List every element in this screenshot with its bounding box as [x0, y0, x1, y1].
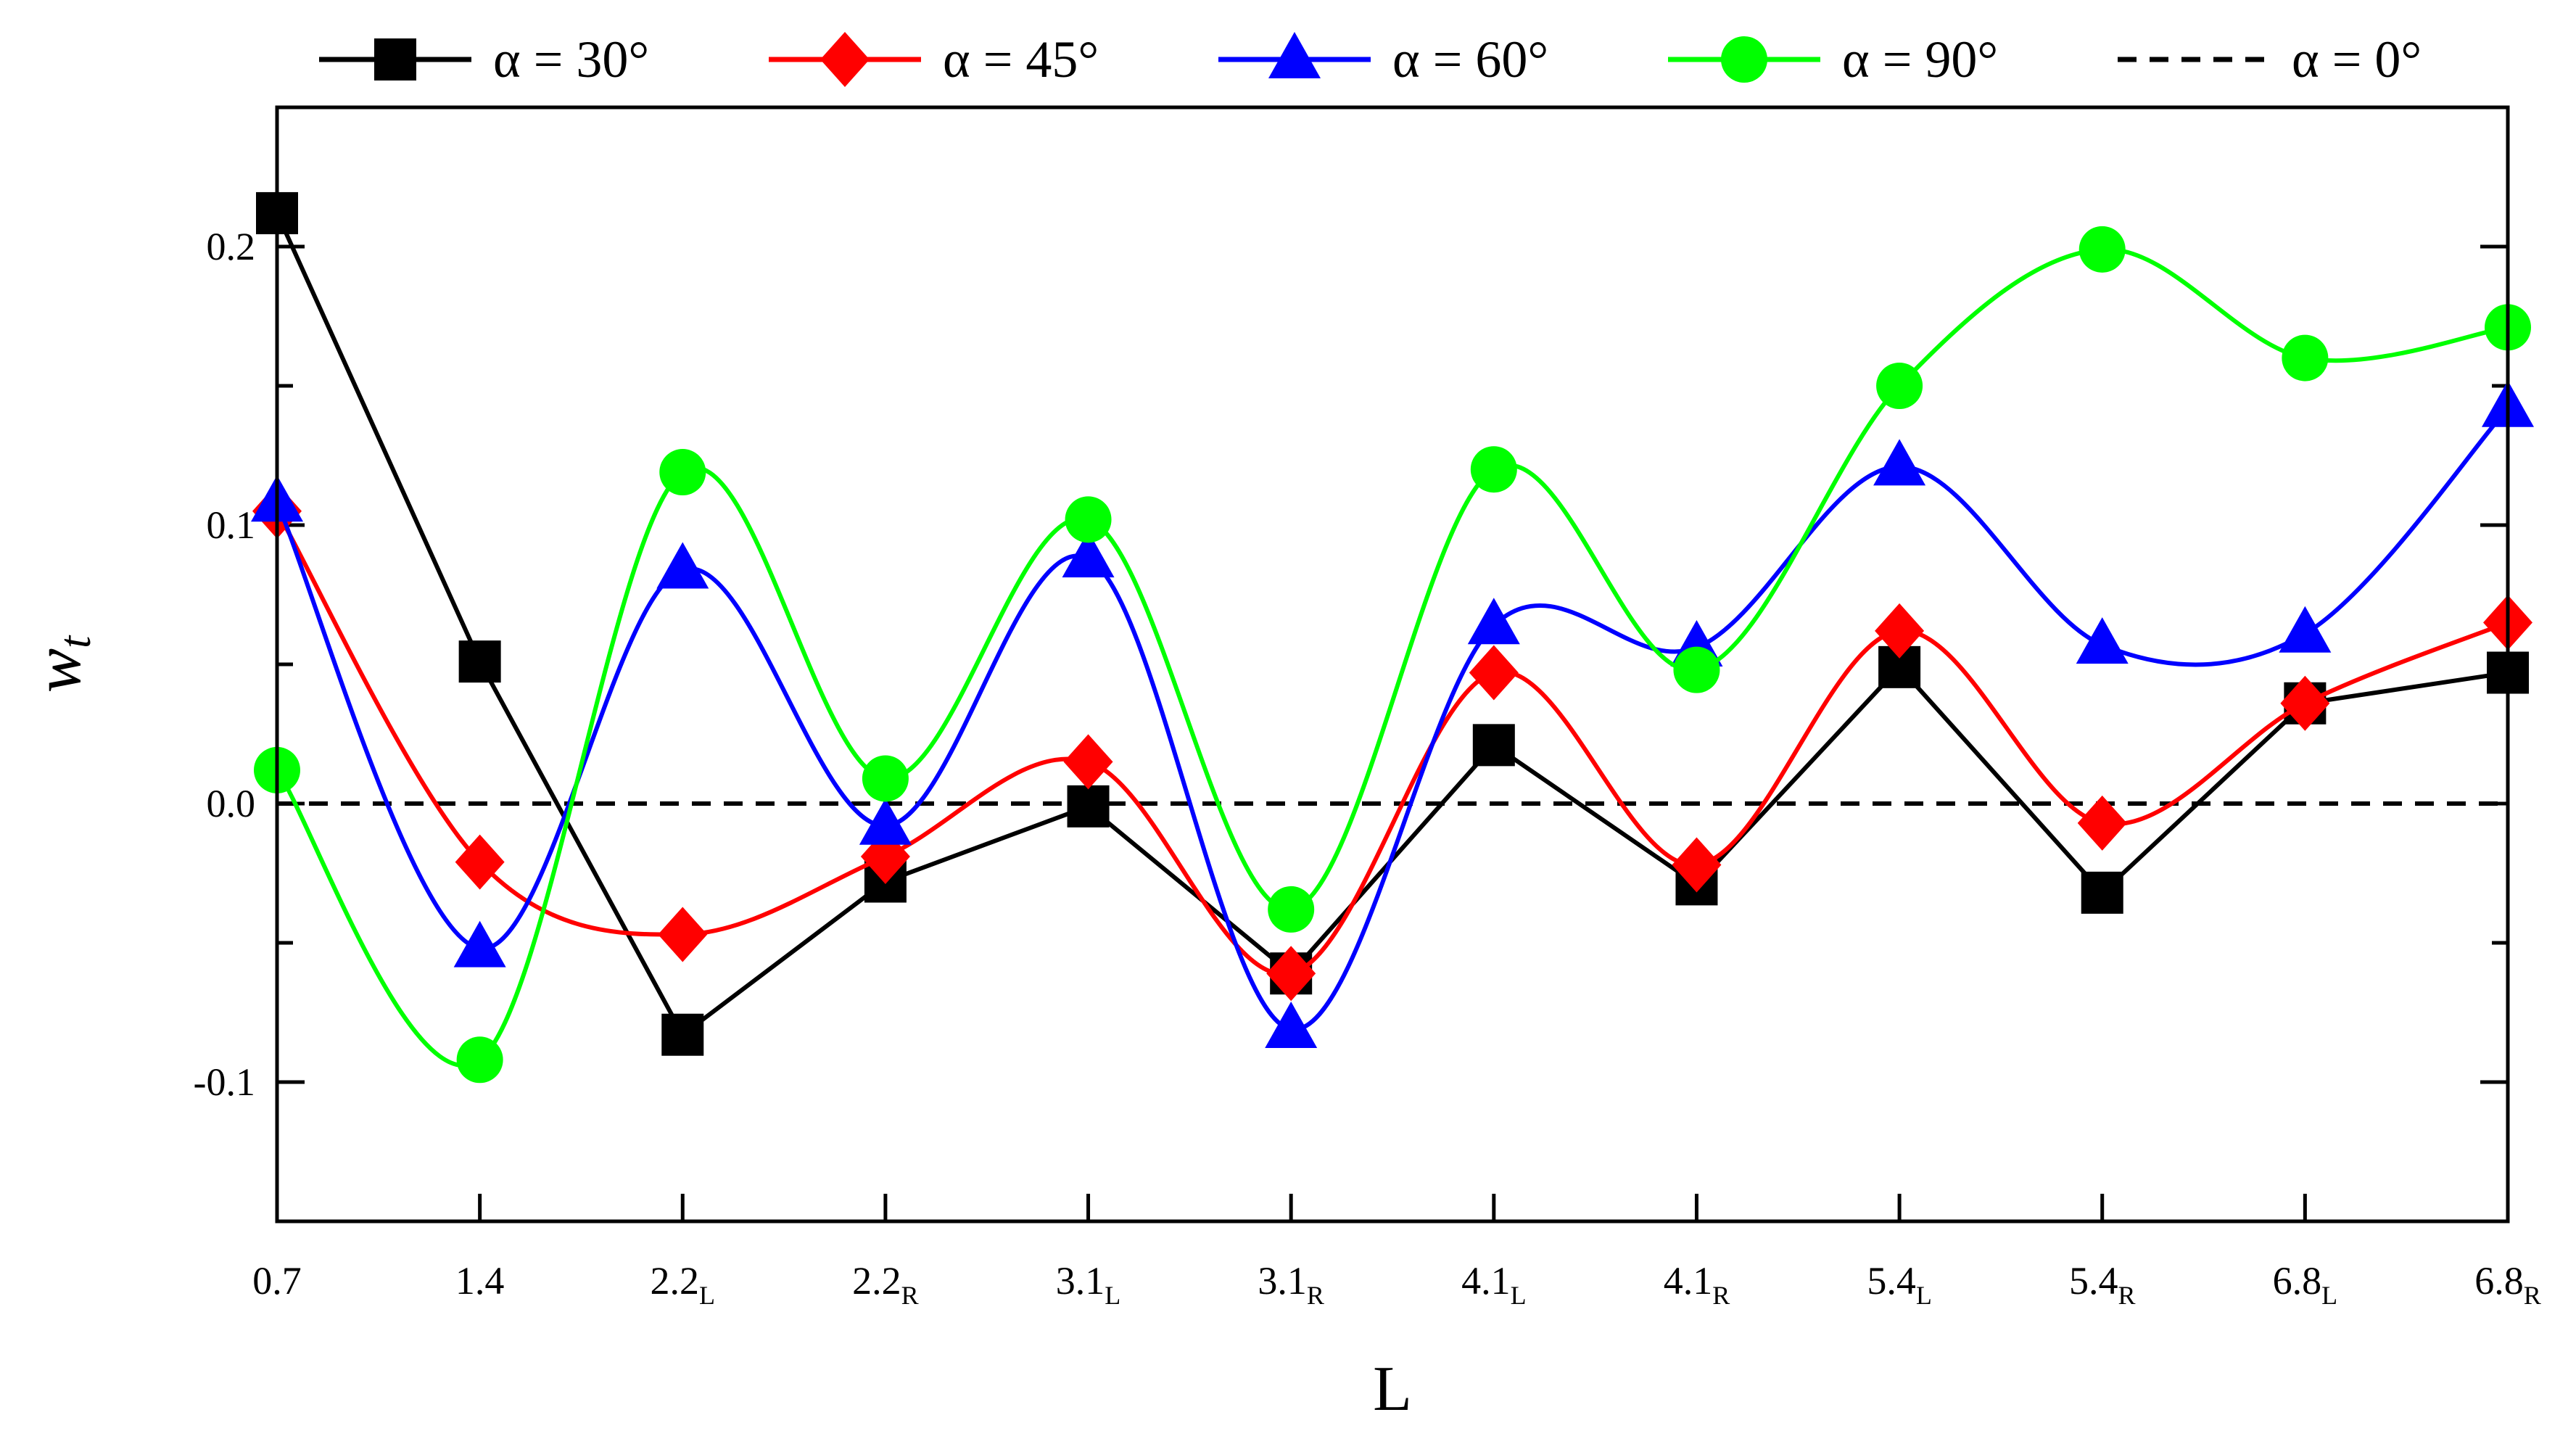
data-point	[1876, 363, 1923, 409]
data-point	[1268, 886, 1315, 933]
series-line	[275, 406, 2510, 1032]
x-tick-labels: 0.7 1.4 2.2L 2.2R 3.1L 3.1R 4.1L 4.1R 5.4L 5.4R 6.…	[252, 1259, 2541, 1310]
data-point	[659, 449, 706, 496]
x-axis-label: L	[1373, 1354, 1412, 1424]
data-point	[1266, 946, 1316, 1002]
legend-label: α = 0°	[2292, 30, 2422, 88]
data-point	[1469, 645, 1519, 701]
legend-marker	[1721, 36, 1767, 83]
x-tick-label: 2.2L	[651, 1259, 716, 1310]
data-point	[1065, 496, 1112, 543]
series-square	[256, 191, 2529, 1056]
data-point	[456, 1036, 503, 1084]
y-tick-label: 0.0	[207, 782, 256, 825]
x-tick-label: 6.8R	[2474, 1259, 2541, 1310]
y-axis-label-main: w	[20, 648, 94, 693]
data-point	[1873, 439, 1926, 486]
data-point	[1067, 785, 1110, 828]
series-diamond	[252, 483, 2532, 1002]
x-tick-label: 0.7	[252, 1259, 302, 1303]
y-tick-label: 0.1	[207, 503, 256, 547]
x-tick-label: 3.1L	[1056, 1259, 1121, 1310]
data-point	[656, 542, 709, 589]
x-tick-label: 1.4	[455, 1259, 505, 1303]
data-point	[1673, 646, 1720, 693]
x-tick-label: 2.2R	[852, 1259, 919, 1310]
y-axis-label: wt	[20, 635, 100, 693]
x-tick-label: 4.1L	[1461, 1259, 1527, 1310]
legend-item: α = 30°	[319, 30, 649, 88]
axis-ticks	[277, 244, 2508, 1221]
data-point	[453, 920, 506, 967]
x-tick-label: 5.4R	[2069, 1259, 2136, 1310]
legend-item: α = 60°	[1218, 30, 1548, 88]
data-point	[2279, 606, 2332, 653]
legend: α = 30° α = 45° α = 60° α = 90° α = 0°	[319, 30, 2422, 88]
legend-marker	[1268, 32, 1321, 78]
legend-item: α = 45°	[769, 30, 1099, 88]
data-point	[1875, 603, 1925, 659]
data-point	[658, 907, 708, 962]
x-tick-label: 6.8L	[2273, 1259, 2338, 1310]
series-line	[275, 247, 2509, 1068]
data-point	[2077, 795, 2127, 851]
data-point	[455, 834, 505, 890]
data-point	[859, 798, 912, 845]
series-line	[275, 212, 2509, 1039]
data-point	[458, 640, 501, 683]
data-point	[1062, 531, 1115, 578]
legend-item: α = 90°	[1668, 30, 1998, 88]
data-point	[1467, 598, 1520, 645]
x-tick-label: 4.1R	[1664, 1259, 1730, 1310]
data-point	[1472, 724, 1515, 767]
legend-label: α = 45°	[943, 30, 1099, 88]
legend-marker	[374, 38, 416, 81]
y-axis-label-sub: t	[51, 635, 100, 648]
x-tick-label: 3.1R	[1258, 1259, 1324, 1310]
legend-label: α = 30°	[493, 30, 649, 88]
data-point	[2078, 226, 2126, 273]
data-point	[2282, 334, 2329, 381]
legend-label: α = 60°	[1392, 30, 1548, 88]
y-tick-label: 0.2	[207, 225, 256, 268]
data-point	[1063, 734, 1113, 790]
plot-area	[251, 191, 2534, 1084]
data-point	[1470, 446, 1517, 493]
data-point	[2280, 675, 2330, 731]
legend-marker	[820, 32, 870, 87]
plot-frame	[275, 105, 2510, 1224]
data-point	[2081, 871, 2123, 914]
y-tick-label: -0.1	[194, 1060, 255, 1104]
y-tick-labels: -0.1 0.0 0.1 0.2	[194, 225, 255, 1104]
x-tick-label: 5.4L	[1867, 1259, 1932, 1310]
data-point	[1672, 837, 1722, 893]
data-point	[1265, 1002, 1318, 1049]
legend-item: α = 0°	[2118, 30, 2422, 88]
data-point	[2076, 617, 2129, 664]
series-circle	[254, 226, 2531, 1084]
data-point	[862, 755, 909, 802]
legend-label: α = 90°	[1842, 30, 1998, 88]
data-point	[661, 1013, 704, 1056]
